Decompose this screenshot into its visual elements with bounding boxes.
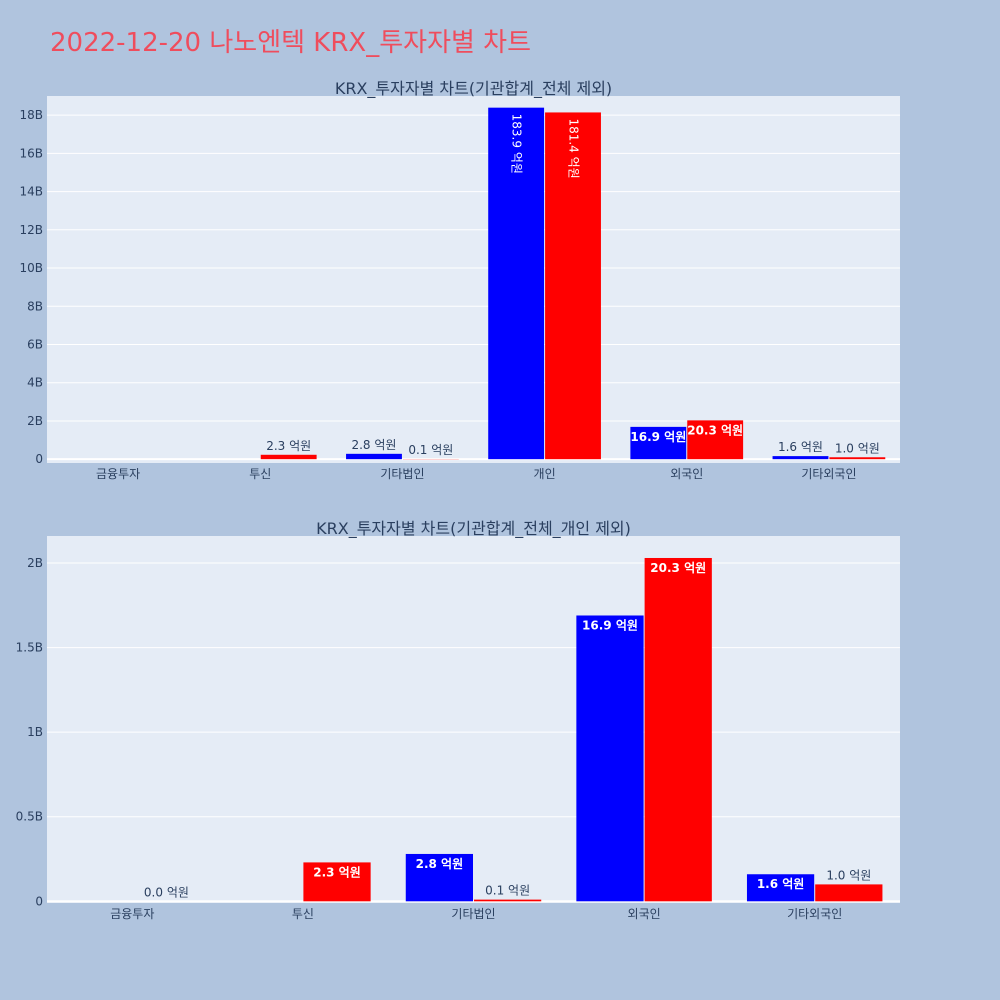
x-tick-label: 개인 xyxy=(534,467,556,481)
bar xyxy=(474,899,542,902)
plot-area xyxy=(47,96,900,463)
chart-title: KRX_투자자별 차트(기관합계_전체_개인 제외) xyxy=(316,519,631,539)
bar xyxy=(260,454,317,460)
bar xyxy=(405,853,473,902)
chart-title: KRX_투자자별 차트(기관합계_전체 제외) xyxy=(335,79,612,99)
y-tick-label: 1.5B xyxy=(16,641,43,655)
y-tick-label: 8B xyxy=(27,299,43,313)
x-tick-label: 투신 xyxy=(249,467,271,481)
data-label: 2.3 억원 xyxy=(313,865,361,879)
x-tick-label: 기타외국인 xyxy=(787,907,842,921)
x-tick-label: 금융투자 xyxy=(96,467,140,481)
x-tick-label: 기타법인 xyxy=(380,467,424,481)
data-label: 1.0 억원 xyxy=(826,868,871,882)
y-tick-label: 2B xyxy=(27,414,43,428)
data-label: 0.0 억원 xyxy=(144,885,189,899)
y-tick-label: 0 xyxy=(35,452,43,466)
bar xyxy=(746,874,815,902)
data-label: 16.9 억원 xyxy=(630,430,686,444)
y-tick-label: 1B xyxy=(27,725,43,739)
y-tick-label: 12B xyxy=(19,223,43,237)
y-tick-label: 10B xyxy=(19,261,43,275)
page-title: 2022-12-20 나노엔텍 KRX_투자자별 차트 xyxy=(50,28,532,58)
bar xyxy=(630,426,687,460)
y-tick-label: 0.5B xyxy=(16,810,43,824)
x-tick-label: 기타법인 xyxy=(451,907,495,921)
bar xyxy=(576,615,644,902)
data-label: 181.4 억원 xyxy=(567,118,581,178)
x-tick-label: 투신 xyxy=(292,907,314,921)
data-label: 1.6 억원 xyxy=(757,877,805,891)
x-tick-label: 외국인 xyxy=(670,467,703,481)
x-tick-label: 금융투자 xyxy=(110,907,154,921)
x-tick-label: 외국인 xyxy=(628,907,661,921)
y-tick-label: 16B xyxy=(19,146,43,160)
y-tick-label: 0 xyxy=(35,894,43,908)
data-label: 16.9 억원 xyxy=(582,618,638,632)
bar xyxy=(545,112,601,460)
bar xyxy=(772,456,829,460)
bar xyxy=(687,420,744,460)
data-label: 1.6 억원 xyxy=(778,440,823,454)
chart-investor-excluding-institutions-and-individuals: KRX_투자자별 차트(기관합계_전체_개인 제외) 0 0.5B 1B 1.5B 2B 금… xyxy=(16,519,900,921)
data-label: 183.9 억원 xyxy=(510,114,524,174)
bar xyxy=(346,453,402,460)
data-label: 1.0 억원 xyxy=(835,441,880,455)
bar xyxy=(488,107,545,460)
data-label: 20.3 억원 xyxy=(687,423,743,437)
data-label: 2.8 억원 xyxy=(351,438,396,452)
data-label: 0.1 억원 xyxy=(485,884,530,898)
chart-investor-excluding-institutions: KRX_투자자별 차트(기관합계_전체 제외) 0 2B 4B 6B 8B 10B 12B 14… xyxy=(19,79,900,481)
bar xyxy=(644,557,712,902)
plot-area xyxy=(47,536,900,903)
data-label: 2.3 억원 xyxy=(266,439,311,453)
bar xyxy=(829,457,886,460)
y-tick-label: 18B xyxy=(19,108,43,122)
y-tick-label: 14B xyxy=(19,185,43,199)
data-label: 20.3 억원 xyxy=(650,561,706,575)
bar xyxy=(303,862,371,902)
x-tick-label: 기타외국인 xyxy=(801,467,856,481)
data-label: 2.8 억원 xyxy=(416,857,464,871)
data-label: 0.1 억원 xyxy=(408,443,453,457)
bar xyxy=(815,884,883,902)
y-tick-label: 2B xyxy=(27,556,43,570)
y-tick-label: 4B xyxy=(27,376,43,390)
y-tick-label: 6B xyxy=(27,337,43,351)
